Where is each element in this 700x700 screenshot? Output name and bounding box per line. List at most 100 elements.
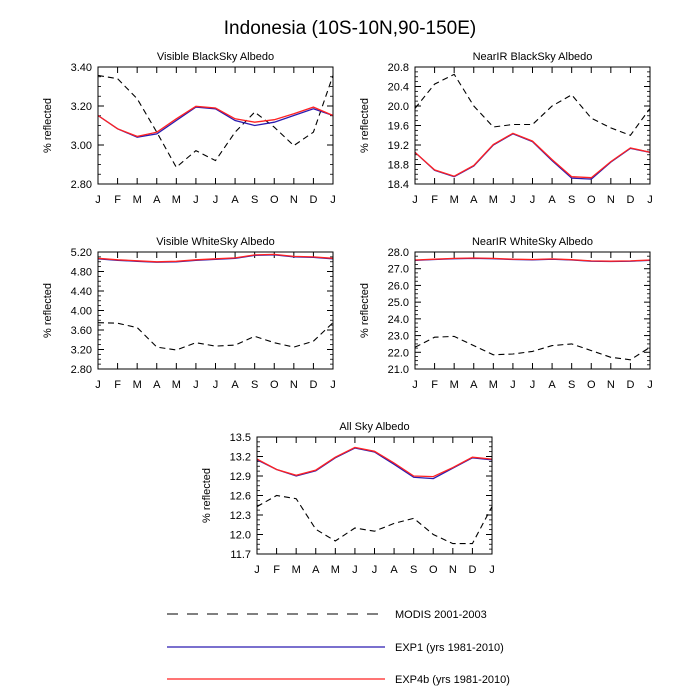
y-tick-label: 12.9 <box>230 471 251 483</box>
y-tick-label: 23.0 <box>388 331 409 343</box>
x-tick-label: J <box>530 379 536 391</box>
y-tick-label: 4.80 <box>71 267 92 279</box>
y-axis-label: % reflected <box>359 283 371 338</box>
x-tick-label: S <box>410 564 417 576</box>
x-tick-label: F <box>273 564 280 576</box>
y-tick-label: 13.5 <box>230 432 251 444</box>
x-tick-label: J <box>330 379 336 391</box>
x-tick-label: O <box>270 194 279 206</box>
x-tick-label: M <box>489 379 498 391</box>
y-tick-label: 20.8 <box>388 62 409 74</box>
x-tick-label: S <box>568 379 575 391</box>
y-tick-label: 25.0 <box>388 297 409 309</box>
y-tick-label: 18.8 <box>388 160 409 172</box>
y-tick-label: 3.00 <box>71 140 92 152</box>
x-tick-label: O <box>587 194 596 206</box>
x-tick-label: M <box>133 379 142 391</box>
x-tick-label: A <box>390 564 398 576</box>
y-tick-label: 12.0 <box>230 530 251 542</box>
y-tick-label: 3.20 <box>71 345 92 357</box>
panel-title: NearIR BlackSky Albedo <box>473 51 593 63</box>
y-tick-label: 5.20 <box>71 247 92 259</box>
plot-frame <box>97 66 334 185</box>
y-tick-label: 11.7 <box>230 549 251 561</box>
x-tick-label: D <box>309 194 317 206</box>
y-tick-label: 20.4 <box>388 82 409 94</box>
figure-title: Indonesia (10S-10N,90-150E) <box>224 18 476 39</box>
x-tick-label: N <box>607 194 615 206</box>
x-tick-label: S <box>568 194 575 206</box>
x-tick-label: J <box>530 194 536 206</box>
x-tick-label: J <box>95 194 101 206</box>
y-tick-label: 18.4 <box>388 179 409 191</box>
x-tick-label: J <box>412 194 418 206</box>
x-tick-label: A <box>153 379 161 391</box>
y-axis-label: % reflected <box>201 468 213 523</box>
series-line-3 <box>414 132 651 179</box>
legend-label-3: EXP4b (yrs 1981-2010) <box>395 674 510 686</box>
y-tick-label: 12.6 <box>230 491 251 503</box>
plot-frame <box>414 251 651 370</box>
x-tick-label: N <box>607 379 615 391</box>
x-tick-label: J <box>330 194 336 206</box>
x-tick-label: O <box>429 564 438 576</box>
x-tick-label: A <box>231 379 239 391</box>
x-tick-label: F <box>431 379 438 391</box>
x-tick-label: M <box>331 564 340 576</box>
x-tick-label: J <box>352 564 358 576</box>
x-tick-label: S <box>251 194 258 206</box>
legend-label-2: EXP1 (yrs 1981-2010) <box>395 642 504 654</box>
x-tick-label: D <box>309 379 317 391</box>
x-tick-label: J <box>213 379 219 391</box>
y-tick-label: 2.80 <box>71 364 92 376</box>
y-tick-label: 19.2 <box>388 140 409 152</box>
y-tick-label: 3.40 <box>71 62 92 74</box>
x-tick-label: M <box>450 194 459 206</box>
x-tick-label: M <box>133 194 142 206</box>
x-tick-label: A <box>312 564 320 576</box>
x-tick-label: D <box>468 564 476 576</box>
x-tick-label: D <box>626 194 634 206</box>
y-tick-label: 28.0 <box>388 247 409 259</box>
x-tick-label: S <box>251 379 258 391</box>
x-tick-label: D <box>626 379 634 391</box>
y-tick-label: 2.80 <box>71 179 92 191</box>
x-tick-label: M <box>172 379 181 391</box>
plot-frame <box>97 251 334 370</box>
y-tick-label: 21.0 <box>388 364 409 376</box>
y-tick-label: 26.0 <box>388 280 409 292</box>
x-tick-label: A <box>153 194 161 206</box>
x-tick-label: J <box>412 379 418 391</box>
panel-title: Visible WhiteSky Albedo <box>156 236 274 248</box>
x-tick-label: A <box>470 194 478 206</box>
series-line-1 <box>414 335 651 361</box>
x-tick-label: J <box>647 379 653 391</box>
legend-label-1: MODIS 2001-2003 <box>395 609 487 621</box>
x-tick-label: J <box>213 194 219 206</box>
x-tick-label: M <box>450 379 459 391</box>
y-tick-label: 3.60 <box>71 325 92 337</box>
x-tick-label: N <box>449 564 457 576</box>
y-tick-label: 24.0 <box>388 314 409 326</box>
panel-title: Visible BlackSky Albedo <box>157 51 274 63</box>
x-tick-label: A <box>231 194 239 206</box>
x-tick-label: A <box>548 194 556 206</box>
x-tick-label: J <box>510 194 516 206</box>
x-tick-label: J <box>647 194 653 206</box>
y-tick-label: 4.40 <box>71 286 92 298</box>
x-tick-label: M <box>292 564 301 576</box>
x-tick-label: M <box>172 194 181 206</box>
y-axis-label: % reflected <box>359 98 371 153</box>
series-line-3 <box>256 446 493 478</box>
series-line-1 <box>414 73 651 136</box>
series-line-3 <box>414 257 651 262</box>
series-line-1 <box>97 322 334 351</box>
x-tick-label: J <box>489 564 495 576</box>
x-tick-label: N <box>290 379 298 391</box>
y-axis-label: % reflected <box>42 283 54 338</box>
x-tick-label: J <box>193 379 199 391</box>
